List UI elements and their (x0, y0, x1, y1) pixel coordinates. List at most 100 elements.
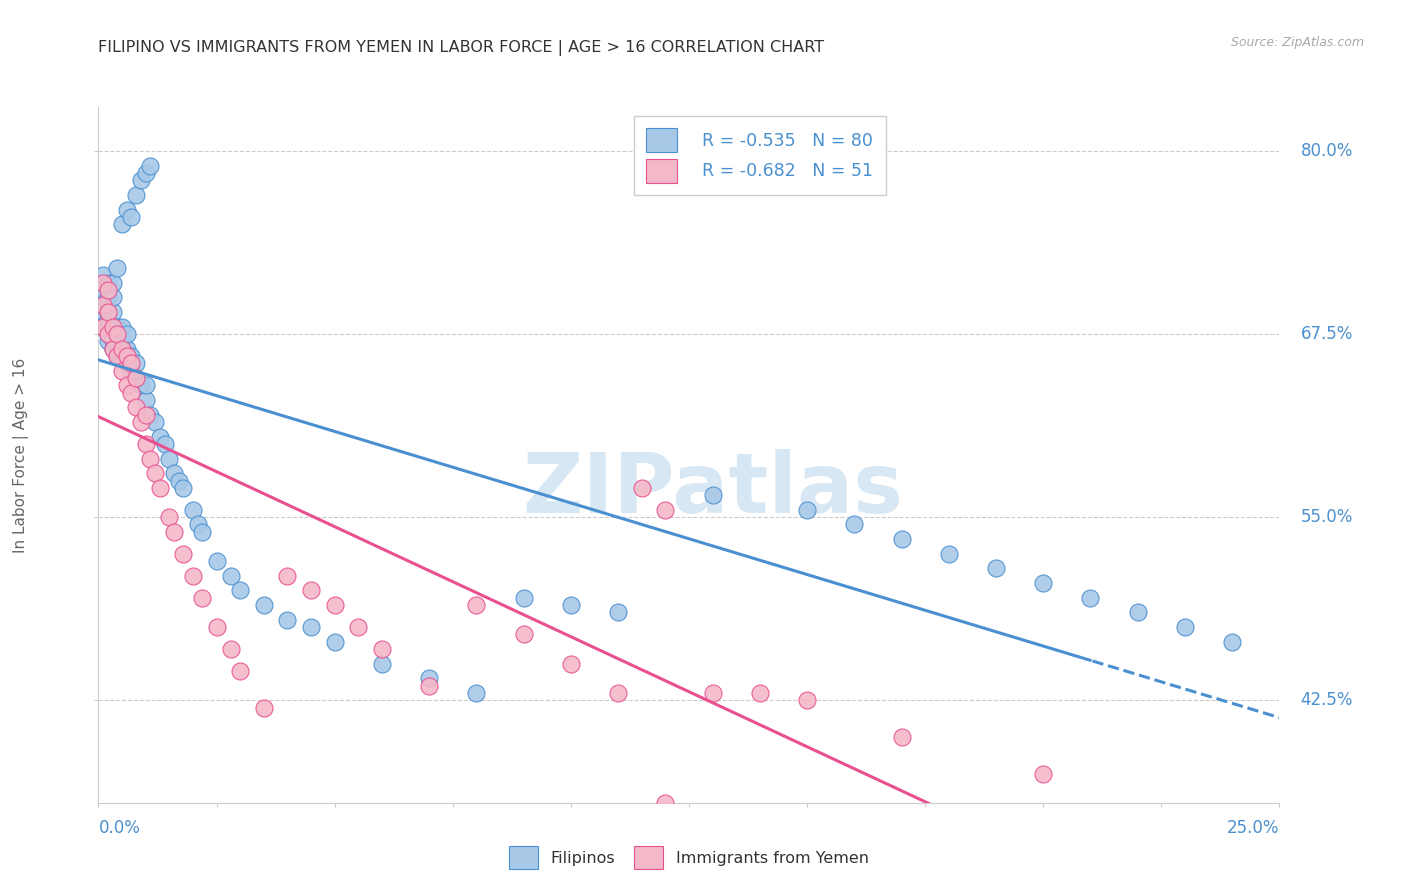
Point (115, 378, 138, 392)
Point (111, 319, 134, 334)
Point (219, 642, 242, 657)
Point (101, 319, 124, 334)
Point (149, 481, 172, 495)
Point (157, 510, 180, 524)
Point (91, 319, 114, 334)
Point (111, 364, 134, 378)
Point (97, 290, 120, 304)
Point (229, 583, 252, 598)
Point (129, 415, 152, 429)
Point (101, 334, 124, 349)
Point (101, 290, 124, 304)
Point (125, 371, 148, 385)
Point (560, 598, 582, 612)
Legend: Filipinos, Immigrants from Yemen: Filipinos, Immigrants from Yemen (499, 837, 879, 879)
Point (418, 679, 440, 693)
Point (143, 415, 166, 429)
Text: In Labor Force | Age > 16: In Labor Force | Age > 16 (13, 358, 30, 552)
Point (135, 437, 157, 451)
Point (135, 378, 157, 392)
Point (135, 166, 157, 180)
Point (299, 583, 322, 598)
Text: FILIPINO VS IMMIGRANTS FROM YEMEN IN LABOR FORCE | AGE > 16 CORRELATION CHART: FILIPINO VS IMMIGRANTS FROM YEMEN IN LAB… (98, 40, 824, 56)
Point (371, 642, 394, 657)
Point (97, 319, 120, 334)
Point (91, 276, 114, 290)
Point (465, 686, 488, 700)
Point (111, 349, 134, 363)
Point (512, 591, 534, 605)
Point (748, 686, 770, 700)
Point (115, 202, 138, 217)
Text: 0.0%: 0.0% (98, 819, 141, 837)
Point (97, 305, 120, 319)
Point (91, 283, 114, 297)
Point (115, 349, 138, 363)
Point (796, 503, 818, 517)
Point (115, 356, 138, 370)
Point (91, 276, 114, 290)
Point (97, 305, 120, 319)
Point (91, 298, 114, 312)
Point (105, 349, 128, 363)
Point (91, 268, 114, 283)
Point (115, 327, 138, 342)
Point (1032, 766, 1054, 780)
Point (121, 356, 143, 370)
Point (1220, 634, 1243, 648)
Point (984, 561, 1007, 575)
Point (101, 305, 124, 319)
Text: 80.0%: 80.0% (1301, 142, 1353, 160)
Point (181, 503, 204, 517)
Point (121, 349, 143, 363)
Point (125, 371, 148, 385)
Point (323, 598, 346, 612)
Point (167, 474, 190, 488)
Point (91, 305, 114, 319)
Point (654, 503, 676, 517)
Point (97, 327, 120, 342)
Point (181, 568, 204, 582)
Point (702, 488, 724, 502)
Point (465, 598, 488, 612)
Point (135, 408, 157, 422)
Text: Source: ZipAtlas.com: Source: ZipAtlas.com (1230, 36, 1364, 49)
Point (129, 173, 152, 187)
Text: 67.5%: 67.5% (1301, 325, 1353, 343)
Point (105, 327, 128, 342)
Point (101, 276, 124, 290)
Point (1080, 591, 1102, 605)
Point (105, 349, 128, 363)
Point (97, 327, 120, 342)
Point (105, 334, 128, 349)
Point (115, 342, 138, 356)
Point (844, 517, 866, 532)
Point (97, 283, 120, 297)
Point (205, 554, 228, 568)
Point (97, 276, 120, 290)
Point (163, 467, 186, 481)
Point (253, 598, 276, 612)
Point (607, 606, 630, 620)
Point (418, 671, 440, 685)
Point (560, 657, 582, 671)
Point (105, 319, 128, 334)
Point (796, 693, 818, 707)
Point (172, 547, 194, 561)
Point (938, 547, 960, 561)
Point (654, 796, 676, 810)
Point (101, 342, 124, 356)
Point (101, 319, 124, 334)
Point (205, 620, 228, 634)
Point (153, 437, 176, 451)
Point (890, 532, 912, 546)
Point (187, 517, 209, 532)
Point (111, 342, 134, 356)
Point (253, 700, 276, 714)
Point (323, 634, 346, 648)
Point (135, 392, 157, 407)
Point (276, 568, 298, 582)
Point (371, 657, 394, 671)
Point (121, 385, 143, 400)
Point (105, 261, 128, 276)
